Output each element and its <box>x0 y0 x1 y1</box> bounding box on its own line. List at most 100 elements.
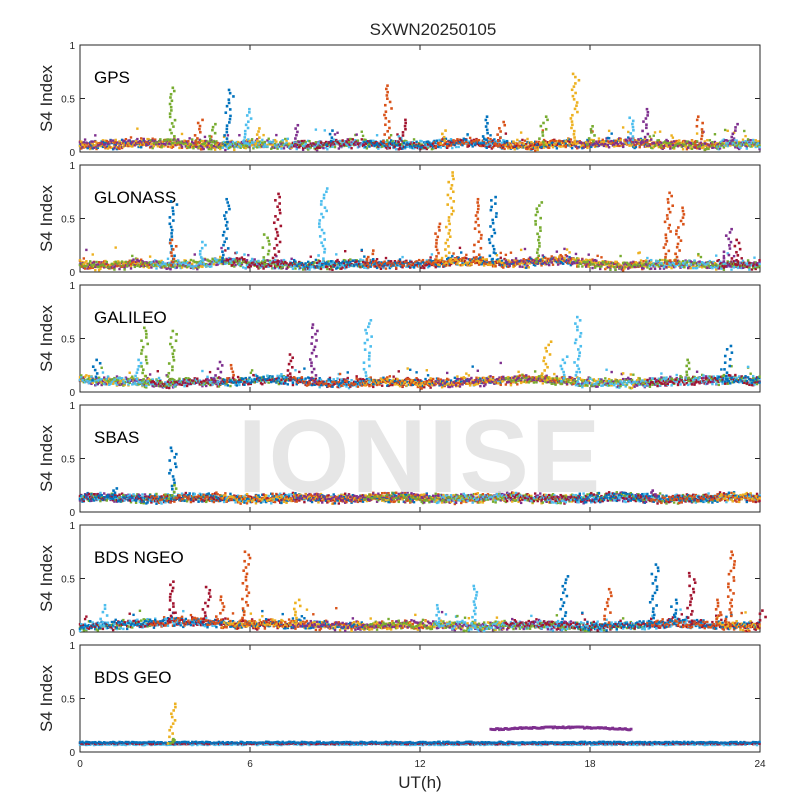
scatter-point <box>542 261 546 265</box>
scatter-point <box>146 141 149 144</box>
spike-point <box>722 250 726 254</box>
scatter-point <box>574 259 578 263</box>
scatter-point <box>758 261 761 264</box>
scatter-point <box>721 264 724 268</box>
scatter-point <box>454 258 458 262</box>
scatter-point <box>498 260 501 264</box>
scatter-point <box>462 256 465 260</box>
scatter-point <box>178 261 181 265</box>
scatter-point <box>697 262 700 265</box>
scatter-point <box>82 266 86 270</box>
scatter-point <box>329 267 333 270</box>
scatter-point <box>417 258 421 262</box>
scatter-point <box>586 263 589 266</box>
scatter-point <box>340 261 343 265</box>
scatter-point <box>261 138 264 142</box>
spike-point <box>727 237 730 241</box>
scatter-point <box>174 264 177 267</box>
scatter-point <box>369 141 372 144</box>
scatter-point <box>122 142 125 145</box>
spike-point <box>674 232 678 236</box>
scatter-point <box>125 379 129 383</box>
scatter-point <box>372 143 375 146</box>
spike-point <box>449 257 453 261</box>
scatter-point <box>632 260 635 264</box>
scatter-point <box>755 266 759 269</box>
scatter-point <box>423 141 426 144</box>
scatter-point <box>750 264 754 267</box>
scatter-point <box>310 142 314 146</box>
scatter-point <box>578 145 581 149</box>
scatter-point <box>688 264 691 267</box>
scatter-point <box>505 143 509 146</box>
scatter-point <box>679 142 682 145</box>
scatter-point <box>272 146 275 150</box>
spike-point <box>276 259 280 263</box>
scatter-point <box>605 137 608 140</box>
scatter-point <box>391 263 394 266</box>
scatter-point <box>643 137 647 141</box>
scatter-point <box>452 140 455 143</box>
scatter-point <box>211 260 214 263</box>
scatter-point <box>199 142 203 146</box>
scatter-point <box>568 141 571 144</box>
scatter-point <box>424 141 427 145</box>
scatter-point <box>273 266 277 270</box>
scatter-point <box>199 148 203 151</box>
scatter-point <box>182 142 185 145</box>
scatter-point <box>642 260 645 263</box>
scatter-point <box>281 260 284 264</box>
spike-point <box>328 132 332 136</box>
spike-point <box>172 219 175 222</box>
scatter-point <box>342 260 346 263</box>
scatter-point <box>85 264 88 268</box>
scatter-point <box>216 141 219 145</box>
scatter-point <box>417 262 421 265</box>
scatter-point <box>494 260 497 264</box>
scatter-point <box>259 143 263 146</box>
scatter-point <box>494 252 497 255</box>
scatter-point <box>486 261 490 265</box>
scatter-point <box>122 384 125 387</box>
scatter-point <box>416 263 420 267</box>
spike-point <box>228 91 232 95</box>
scatter-point <box>113 376 116 380</box>
scatter-point <box>282 258 286 262</box>
spike-point <box>274 227 278 231</box>
scatter-point <box>140 146 143 149</box>
scatter-point <box>346 141 349 144</box>
scatter-point <box>544 261 547 264</box>
scatter-point <box>187 262 190 265</box>
scatter-point <box>465 253 468 257</box>
scatter-point <box>210 262 213 265</box>
scatter-point <box>755 143 759 146</box>
scatter-point <box>662 141 666 144</box>
scatter-point <box>417 264 421 268</box>
scatter-point <box>317 142 320 145</box>
scatter-point <box>285 262 288 265</box>
scatter-point <box>609 268 612 271</box>
scatter-point <box>257 142 260 145</box>
scatter-point <box>675 142 678 145</box>
scatter-point <box>199 144 203 147</box>
scatter-point <box>507 261 510 264</box>
scatter-point <box>183 261 186 265</box>
scatter-point <box>151 146 154 150</box>
scatter-point <box>629 139 632 142</box>
scatter-point <box>307 267 310 270</box>
scatter-point <box>600 143 603 146</box>
spike-point <box>450 212 454 216</box>
scatter-point <box>179 144 182 147</box>
scatter-point <box>263 265 267 268</box>
scatter-point <box>652 134 655 137</box>
scatter-point <box>435 263 439 266</box>
scatter-point <box>502 139 505 142</box>
scatter-point <box>113 147 116 150</box>
scatter-point <box>282 261 286 264</box>
spike-point <box>366 262 370 265</box>
scatter-point <box>313 265 316 269</box>
scatter-point <box>542 255 546 259</box>
scatter-point <box>345 265 348 269</box>
scatter-point <box>633 146 636 150</box>
scatter-point <box>454 145 458 149</box>
